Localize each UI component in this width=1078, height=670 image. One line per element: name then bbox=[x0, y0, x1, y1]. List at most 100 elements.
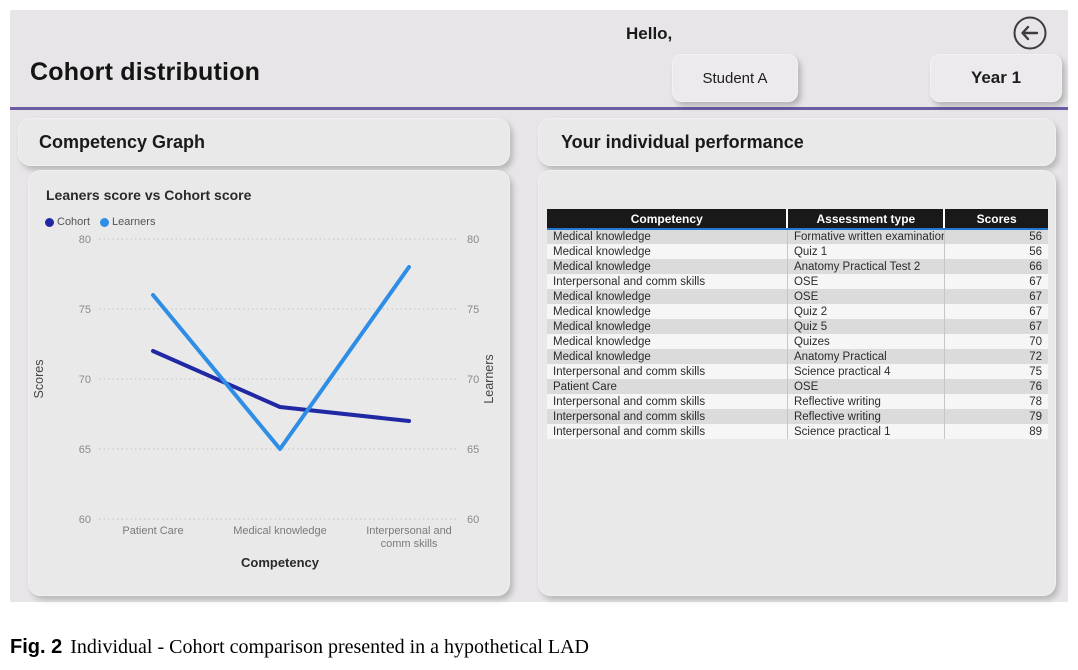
table-column-header: Assessment type bbox=[786, 209, 945, 230]
year-button[interactable]: Year 1 bbox=[930, 54, 1062, 102]
back-arrow-icon[interactable] bbox=[1012, 15, 1048, 51]
page-title: Cohort distribution bbox=[30, 58, 261, 86]
table-row: Interpersonal and comm skills Science pra… bbox=[547, 364, 1048, 379]
table-cell-assessment: OSE bbox=[786, 379, 945, 394]
table-cell-score: 67 bbox=[943, 274, 1048, 289]
table-cell-score: 70 bbox=[943, 334, 1048, 349]
table-row: Interpersonal and comm skills Reflective … bbox=[547, 409, 1048, 424]
table-cell-competency: Medical knowledge bbox=[547, 319, 788, 334]
table-row: Medical knowledge Quiz 5 67 bbox=[547, 319, 1048, 334]
greeting-text: Hello, bbox=[626, 24, 673, 43]
table-cell-competency: Interpersonal and comm skills bbox=[547, 274, 788, 289]
table-cell-score: 66 bbox=[943, 259, 1048, 274]
svg-text:70: 70 bbox=[79, 374, 91, 386]
table-row: Medical knowledge Quiz 2 67 bbox=[547, 304, 1048, 319]
table-cell-assessment: Quiz 1 bbox=[786, 244, 945, 259]
table-cell-score: 67 bbox=[943, 304, 1048, 319]
table-cell-competency: Interpersonal and comm skills bbox=[547, 364, 788, 379]
svg-text:80: 80 bbox=[467, 234, 479, 246]
legend-label: Learners bbox=[112, 216, 156, 228]
svg-text:75: 75 bbox=[467, 304, 479, 316]
svg-text:Learners: Learners bbox=[482, 354, 496, 403]
individual-performance-panel-header: Your individual performance bbox=[538, 118, 1056, 166]
table-cell-competency: Interpersonal and comm skills bbox=[547, 394, 788, 409]
table-cell-competency: Interpersonal and comm skills bbox=[547, 424, 788, 439]
legend-label: Cohort bbox=[57, 216, 91, 228]
table-cell-score: 76 bbox=[943, 379, 1048, 394]
table-cell-assessment: Quiz 2 bbox=[786, 304, 945, 319]
dashboard-header: Cohort distribution Hello, Student A Yea… bbox=[10, 10, 1068, 110]
table-cell-competency: Medical knowledge bbox=[547, 244, 788, 259]
table-cell-competency: Medical knowledge bbox=[547, 289, 788, 304]
svg-text:65: 65 bbox=[79, 444, 91, 456]
table-cell-assessment: Anatomy Practical Test 2 bbox=[786, 259, 945, 274]
table-cell-assessment: Quiz 5 bbox=[786, 319, 945, 334]
table-cell-competency: Medical knowledge bbox=[547, 349, 788, 364]
student-button[interactable]: Student A bbox=[672, 54, 798, 102]
table-cell-score: 72 bbox=[943, 349, 1048, 364]
legend-dot-icon bbox=[100, 217, 110, 227]
table-row: Interpersonal and comm skills Science pra… bbox=[547, 424, 1048, 439]
table-cell-score: 89 bbox=[943, 424, 1048, 439]
table-cell-assessment: Reflective writing bbox=[786, 394, 945, 409]
performance-table: Competency Assessment type Scores Medical … bbox=[547, 209, 1048, 439]
competency-chart-plot: 80 80 75 75 70 70 65 65 60 60 Scores Learners Patien… bbox=[32, 234, 496, 570]
svg-text:75: 75 bbox=[79, 304, 91, 316]
figure-caption: Fig. 2 Individual - Cohort comparison pre… bbox=[10, 636, 589, 659]
table-cell-competency: Interpersonal and comm skills bbox=[547, 409, 788, 424]
table-cell-assessment: Quizes bbox=[786, 334, 945, 349]
table-row: Medical knowledge Anatomy Practical 72 bbox=[547, 349, 1048, 364]
svg-text:Competency: Competency bbox=[241, 555, 320, 570]
table-row: Interpersonal and comm skills Reflective … bbox=[547, 394, 1048, 409]
competency-chart-card: Leaners score vs Cohort score Cohort Lear… bbox=[28, 170, 510, 596]
table-cell-assessment: Science practical 1 bbox=[786, 424, 945, 439]
table-cell-score: 56 bbox=[943, 229, 1048, 244]
table-row: Medical knowledge Formative written exami… bbox=[547, 229, 1048, 244]
table-cell-score: 75 bbox=[943, 364, 1048, 379]
performance-table-header: Competency Assessment type Scores bbox=[547, 209, 1048, 230]
svg-text:Scores: Scores bbox=[32, 360, 46, 399]
competency-graph-panel-header: Competency Graph bbox=[18, 118, 510, 166]
competency-graph-title: Competency Graph bbox=[39, 131, 206, 152]
table-cell-score: 56 bbox=[943, 244, 1048, 259]
table-cell-score: 79 bbox=[943, 409, 1048, 424]
table-cell-assessment: Anatomy Practical bbox=[786, 349, 945, 364]
table-cell-competency: Medical knowledge bbox=[547, 334, 788, 349]
svg-text:Patient Care: Patient Care bbox=[122, 525, 183, 537]
figure-caption-text: Individual - Cohort comparison presented… bbox=[70, 636, 589, 658]
table-row: Medical knowledge Quiz 1 56 bbox=[547, 244, 1048, 259]
table-row: Interpersonal and comm skills OSE 67 bbox=[547, 274, 1048, 289]
table-cell-competency: Patient Care bbox=[547, 379, 788, 394]
table-row: Medical knowledge Anatomy Practical Test … bbox=[547, 259, 1048, 274]
performance-table-card: Competency Assessment type Scores Medical … bbox=[538, 170, 1056, 596]
svg-text:Medical knowledge: Medical knowledge bbox=[233, 525, 327, 537]
table-cell-score: 67 bbox=[943, 289, 1048, 304]
legend-item-learners[interactable]: Learners bbox=[100, 216, 155, 228]
table-row: Medical knowledge Quizes 70 bbox=[547, 334, 1048, 349]
svg-text:70: 70 bbox=[467, 374, 479, 386]
legend-item-cohort[interactable]: Cohort bbox=[45, 216, 90, 228]
table-cell-competency: Medical knowledge bbox=[547, 304, 788, 319]
table-cell-competency: Medical knowledge bbox=[547, 229, 788, 244]
svg-text:60: 60 bbox=[79, 514, 91, 526]
chart-title: Leaners score vs Cohort score bbox=[46, 187, 252, 203]
svg-text:80: 80 bbox=[79, 234, 91, 246]
individual-performance-title: Your individual performance bbox=[561, 131, 804, 152]
table-cell-assessment: Reflective writing bbox=[786, 409, 945, 424]
table-cell-score: 67 bbox=[943, 319, 1048, 334]
dashboard: Cohort distribution Hello, Student A Yea… bbox=[10, 10, 1068, 602]
table-cell-assessment: OSE bbox=[786, 274, 945, 289]
table-row: Patient Care OSE 76 bbox=[547, 379, 1048, 394]
svg-text:65: 65 bbox=[467, 444, 479, 456]
table-cell-assessment: Formative written examination bbox=[786, 229, 945, 244]
table-column-header: Competency bbox=[547, 209, 788, 230]
table-column-header: Scores bbox=[943, 209, 1048, 230]
performance-table-body: Medical knowledge Formative written exami… bbox=[547, 229, 1048, 439]
table-cell-competency: Medical knowledge bbox=[547, 259, 788, 274]
svg-text:60: 60 bbox=[467, 514, 479, 526]
table-row: Medical knowledge OSE 67 bbox=[547, 289, 1048, 304]
table-cell-score: 78 bbox=[943, 394, 1048, 409]
table-cell-assessment: OSE bbox=[786, 289, 945, 304]
legend-dot-icon bbox=[45, 217, 54, 227]
